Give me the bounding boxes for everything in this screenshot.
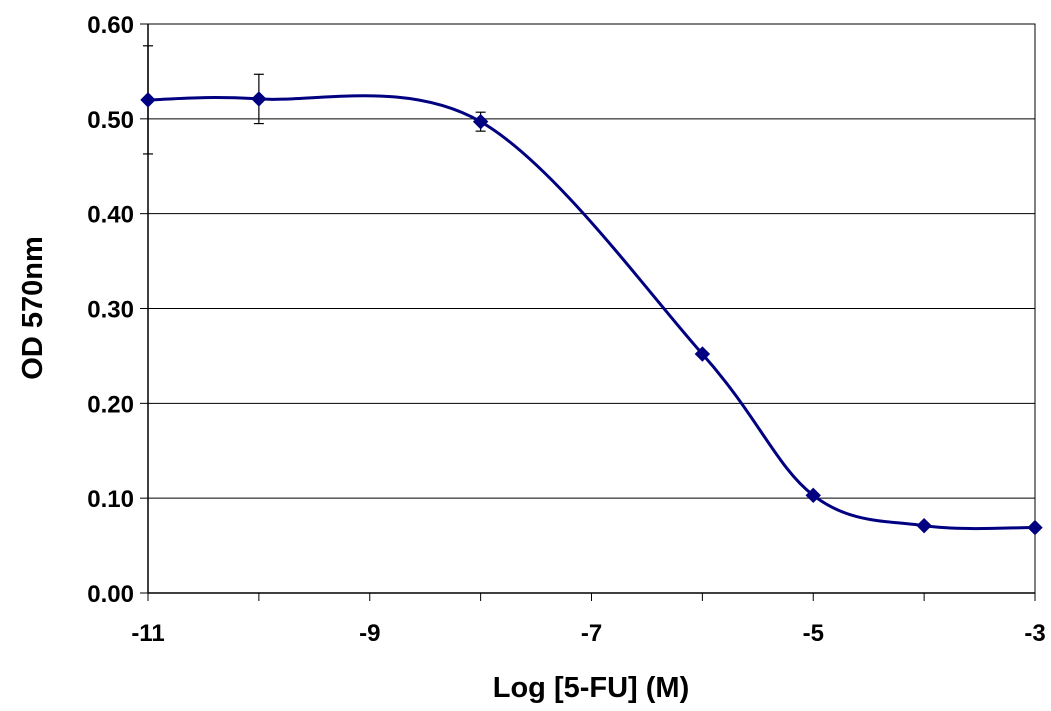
y-tick-label: 0.40: [87, 202, 134, 229]
data-point: [140, 92, 156, 108]
data-point: [472, 113, 489, 130]
y-tick-label: 0.30: [87, 297, 134, 324]
y-axis-label: OD 570nm: [17, 236, 49, 379]
data-point: [1027, 519, 1043, 536]
y-tick-label: 0.00: [87, 581, 134, 608]
data-point: [916, 517, 932, 534]
data-point: [805, 487, 821, 504]
x-tick-label: -7: [581, 620, 602, 647]
y-tick-label: 0.20: [87, 391, 134, 418]
x-tick-label: -5: [803, 620, 824, 647]
x-tick-label: -3: [1024, 620, 1045, 647]
data-point: [694, 346, 711, 362]
y-tick-label: 0.10: [87, 486, 134, 513]
y-tick-label: 0.50: [87, 107, 134, 134]
x-axis-label: Log [5-FU] (M): [493, 672, 690, 704]
series-lines: [147, 94, 1036, 531]
tick-labels: 0.00 0.10 0.20 0.30 0.40 0.50 0.60 -11 -9 -7 -5 -3: [87, 12, 1045, 647]
data-points: [140, 91, 1043, 536]
data-point: [251, 91, 267, 107]
series-line: [147, 94, 1036, 531]
grid-lines: [148, 23, 1035, 499]
x-tick-label: -11: [131, 620, 164, 647]
y-tick-label: 0.60: [87, 12, 134, 39]
x-tick-label: -9: [359, 620, 380, 647]
